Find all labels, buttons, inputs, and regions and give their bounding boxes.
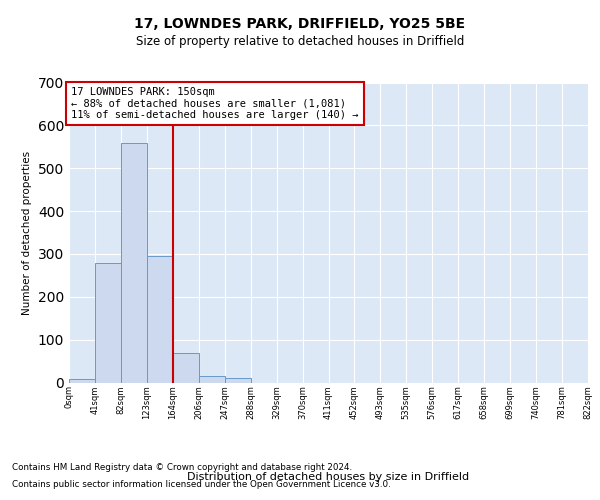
Text: Size of property relative to detached houses in Driffield: Size of property relative to detached ho… (136, 35, 464, 48)
Text: 17, LOWNDES PARK, DRIFFIELD, YO25 5BE: 17, LOWNDES PARK, DRIFFIELD, YO25 5BE (134, 18, 466, 32)
Bar (121, 142, 147, 382)
X-axis label: Distribution of detached houses by size in Driffield: Distribution of detached houses by size … (187, 472, 470, 482)
Text: Contains HM Land Registry data © Crown copyright and database right 2024.: Contains HM Land Registry data © Crown c… (12, 464, 352, 472)
Bar (225, 378, 251, 382)
Bar (95, 262, 121, 382)
Bar (147, 256, 173, 382)
Bar (173, 354, 199, 382)
Bar (199, 376, 224, 382)
Y-axis label: Number of detached properties: Number of detached properties (22, 150, 32, 314)
Text: 17 LOWNDES PARK: 150sqm
← 88% of detached houses are smaller (1,081)
11% of semi: 17 LOWNDES PARK: 150sqm ← 88% of detache… (71, 87, 359, 120)
Text: Contains public sector information licensed under the Open Government Licence v3: Contains public sector information licen… (12, 480, 391, 489)
Bar (69, 379, 95, 382)
